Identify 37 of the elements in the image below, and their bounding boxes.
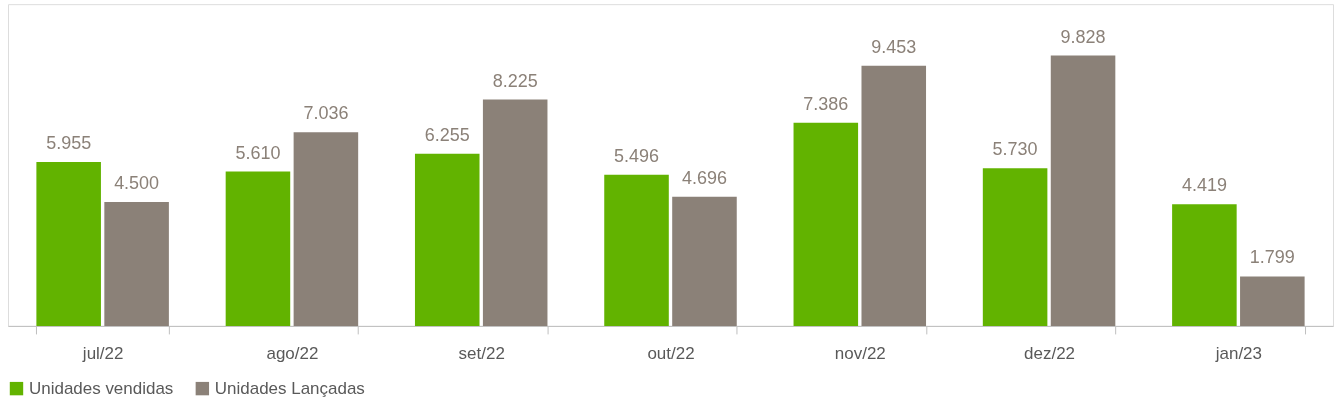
bar (604, 174, 669, 326)
data-label: 5.955 (46, 133, 92, 154)
data-label: 5.610 (235, 142, 281, 163)
x-tick-label: set/22 (458, 344, 505, 364)
x-tick-label: jul/22 (81, 344, 124, 364)
data-label: 5.496 (614, 145, 660, 166)
x-tick-label: out/22 (647, 344, 695, 364)
bar (225, 171, 291, 326)
bar (672, 196, 737, 326)
x-tick-label: ago/22 (266, 344, 319, 364)
bar (793, 122, 859, 326)
data-label: 4.696 (681, 167, 727, 188)
bar (482, 99, 548, 326)
x-tick-label: jan/23 (1214, 344, 1262, 364)
data-label: 1.799 (1249, 247, 1295, 268)
bar (1050, 55, 1116, 326)
bar (1240, 276, 1305, 326)
bar (982, 168, 1048, 326)
data-label: 4.500 (114, 173, 160, 194)
bar (104, 202, 169, 326)
data-label: 8.225 (492, 70, 538, 91)
legend-label: Unidades vendidas (28, 378, 174, 398)
data-label: 9.453 (871, 36, 917, 57)
data-label: 7.386 (803, 93, 849, 114)
bar (414, 153, 480, 326)
bar (861, 65, 927, 326)
bar (1172, 204, 1237, 326)
data-label: 5.730 (992, 139, 1038, 160)
bar (36, 162, 101, 326)
x-tick-label: dez/22 (1024, 344, 1076, 364)
x-tick-label: nov/22 (834, 344, 886, 364)
legend-label: Unidades Lançadas (214, 378, 365, 398)
bar (293, 132, 359, 326)
data-label: 6.255 (424, 124, 470, 145)
data-label: 4.419 (1181, 175, 1227, 196)
data-label: 7.036 (303, 103, 349, 124)
data-label: 9.828 (1060, 26, 1106, 47)
